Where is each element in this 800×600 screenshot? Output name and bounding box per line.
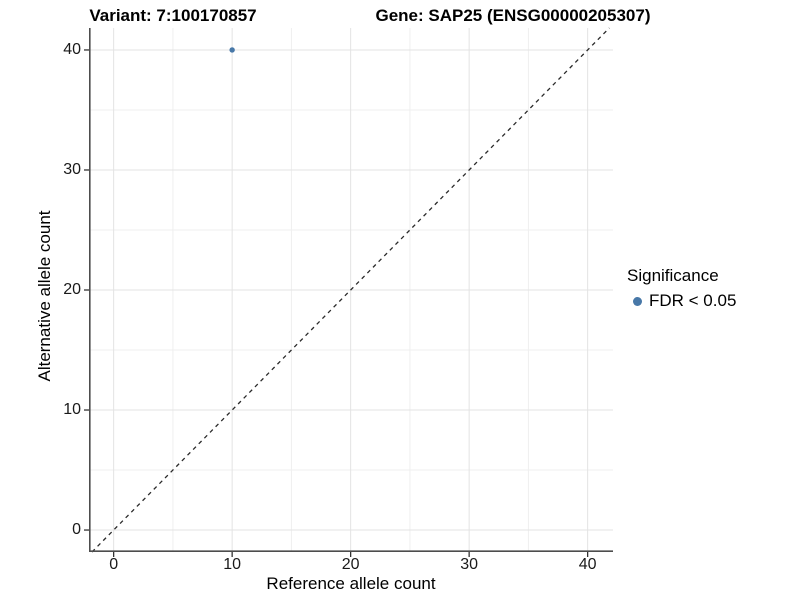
legend-item: FDR < 0.05	[627, 291, 736, 311]
y-tick-label: 10	[63, 401, 81, 419]
gene-title: Gene: SAP25 (ENSG00000205307)	[375, 6, 651, 25]
x-tick-label: 20	[341, 556, 360, 573]
identity-line	[91, 27, 610, 553]
x-axis-title: Reference allele count	[266, 574, 436, 593]
variant-title: Variant: 7:100170857	[89, 6, 257, 25]
y-axis-title: Alternative allele count	[35, 210, 54, 382]
legend-item-label: FDR < 0.05	[649, 291, 737, 310]
y-tick-label: 30	[63, 160, 81, 178]
data-point	[229, 47, 235, 53]
x-tick-label: 10	[223, 556, 242, 573]
y-tick-label: 20	[63, 281, 81, 298]
scatter-chart	[84, 27, 613, 557]
legend-title: Significance	[627, 266, 719, 285]
plot-panel	[84, 27, 613, 557]
legend-key-dot-icon	[633, 296, 642, 306]
legend: Significance FDR < 0.05	[627, 266, 736, 311]
x-tick-label: 40	[578, 556, 597, 573]
y-tick-label: 40	[63, 40, 81, 58]
y-tick-label: 0	[72, 521, 81, 539]
x-tick-label: 0	[109, 556, 119, 573]
legend-items: FDR < 0.05	[627, 291, 736, 311]
x-tick-label: 30	[460, 556, 479, 573]
